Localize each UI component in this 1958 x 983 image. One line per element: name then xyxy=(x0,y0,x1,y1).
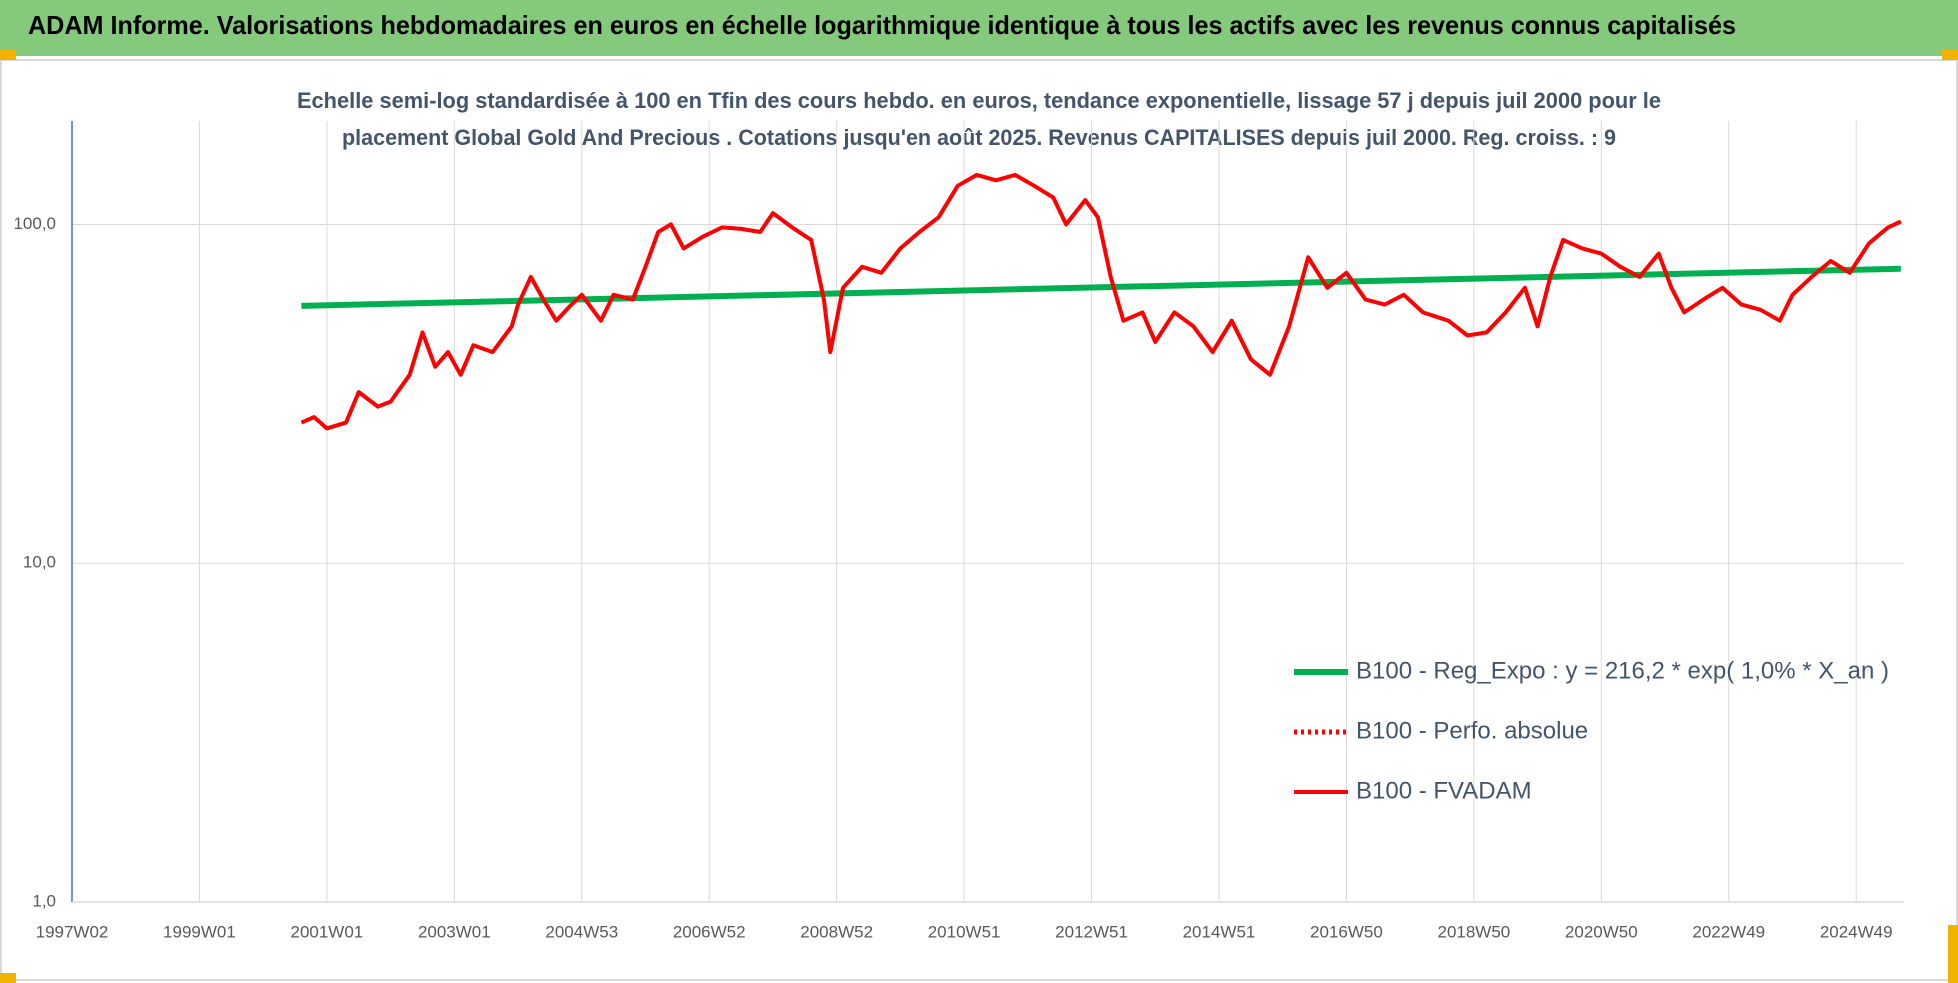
corner xyxy=(0,50,16,60)
x-tick-label: 1997W02 xyxy=(36,922,109,941)
x-tick-label: 2003W01 xyxy=(418,922,491,941)
corner xyxy=(1942,50,1958,60)
x-tick-label: 2018W50 xyxy=(1437,922,1510,941)
y-tick-label: 1,0 xyxy=(32,891,56,910)
legend-label: B100 - FVADAM xyxy=(1356,777,1532,804)
x-tick-label: 2010W51 xyxy=(928,922,1001,941)
chart-title: Echelle semi-log standardisée à 100 en T… xyxy=(297,88,1661,113)
header-bar xyxy=(0,0,1958,56)
x-tick-label: 2001W01 xyxy=(290,922,363,941)
y-tick-label: 10,0 xyxy=(23,553,56,572)
corner xyxy=(1948,925,1958,983)
x-tick-label: 2012W51 xyxy=(1055,922,1128,941)
series-line xyxy=(300,172,1902,431)
x-tick-label: 2020W50 xyxy=(1565,922,1638,941)
chart-border xyxy=(0,59,1958,981)
corner xyxy=(0,973,16,983)
x-tick-label: 2014W51 xyxy=(1183,922,1256,941)
x-tick-label: 2008W52 xyxy=(800,922,873,941)
x-tick-label: 1999W01 xyxy=(163,922,236,941)
y-tick-label: 100,0 xyxy=(13,214,56,233)
header-title: ADAM Informe. Valorisations hebdomadaire… xyxy=(28,10,1736,40)
legend-label: B100 - Reg_Expo : y = 216,2 * exp( 1,0% … xyxy=(1356,657,1889,684)
x-tick-label: 2006W52 xyxy=(673,922,746,941)
x-tick-label: 2004W53 xyxy=(545,922,618,941)
x-tick-label: 2016W50 xyxy=(1310,922,1383,941)
x-tick-label: 2022W49 xyxy=(1692,922,1765,941)
chart-title: placement Global Gold And Precious . Cot… xyxy=(342,125,1616,150)
x-tick-label: 2024W49 xyxy=(1820,922,1893,941)
legend-label: B100 - Perfo. absolue xyxy=(1356,717,1588,744)
